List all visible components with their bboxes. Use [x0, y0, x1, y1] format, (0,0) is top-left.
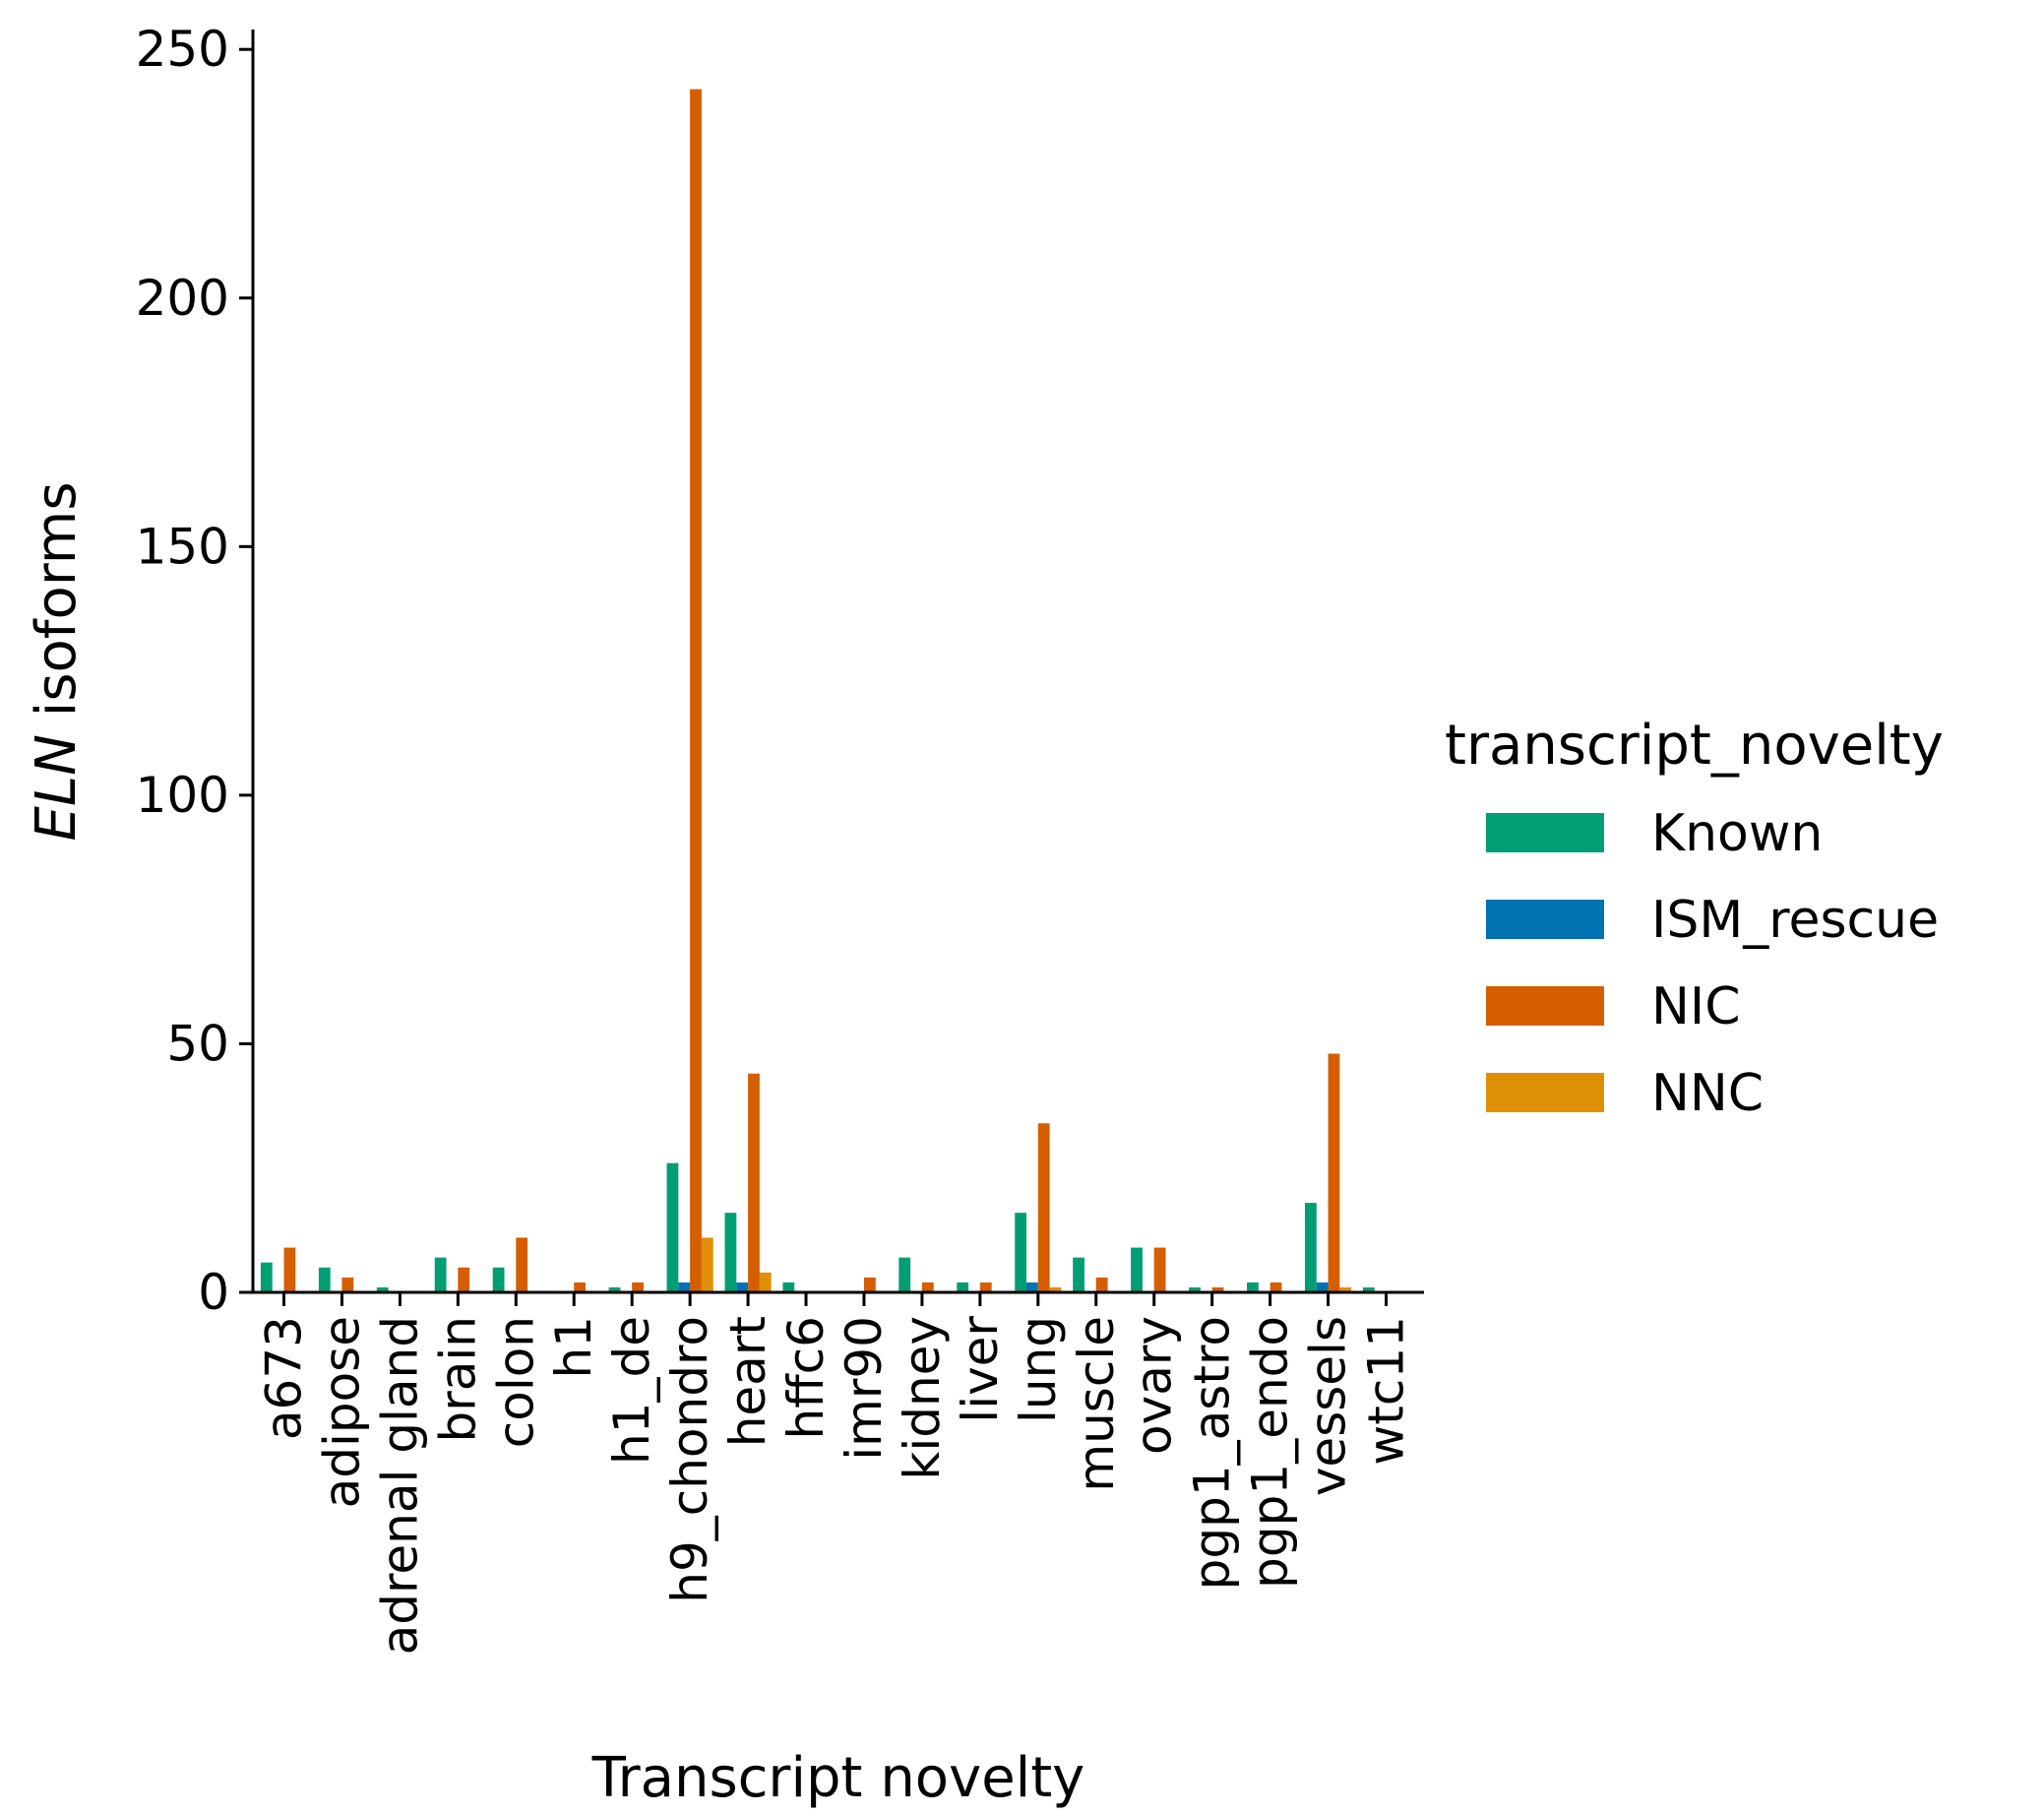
bar-Known-pgp1_endo: [1247, 1282, 1259, 1292]
x-tick-label-liver: liver: [952, 1316, 1009, 1423]
bar-NNC-heart: [759, 1272, 772, 1292]
bar-Known-h9_chondro: [666, 1162, 679, 1292]
x-tick-label-muscle: muscle: [1068, 1316, 1125, 1492]
y-tick-label: 0: [198, 1264, 229, 1321]
bar-NIC-h9_chondro: [690, 89, 702, 1293]
bar-NIC-adipose: [341, 1277, 354, 1292]
x-tick-label-pgp1_endo: pgp1_endo: [1242, 1316, 1299, 1589]
bar-NIC-ovary: [1153, 1247, 1166, 1292]
bar-ISM_rescue-heart: [736, 1282, 749, 1292]
x-tick-label-imr90: imr90: [836, 1316, 893, 1461]
bar-Known-adrenal gland: [376, 1286, 389, 1292]
x-axis: a673 adipose adrenal gland brain colon h1 h1_d…: [251, 1290, 1424, 1655]
x-tick-label-wtc11: wtc11: [1358, 1316, 1415, 1466]
bar-Known-brain: [434, 1257, 447, 1292]
bar-NIC-h1: [574, 1282, 587, 1292]
bar-NIC-h1_de: [632, 1282, 644, 1292]
bar-NNC-vessels: [1339, 1286, 1352, 1292]
bar-Known-vessels: [1304, 1203, 1317, 1292]
bar-Known-wtc11: [1362, 1286, 1375, 1292]
x-tick-label-h1_de: h1_de: [603, 1316, 660, 1465]
y-tick-label: 200: [136, 270, 229, 327]
x-axis-title: Transcript novelty: [591, 1746, 1085, 1810]
bar-NIC-pgp1_endo: [1270, 1282, 1282, 1292]
y-axis-title-rest: isoforms: [25, 481, 89, 734]
bar-Known-ovary: [1131, 1247, 1143, 1292]
bar-NIC-kidney: [921, 1282, 934, 1292]
bar-Known-lung: [1015, 1213, 1027, 1292]
bar-NIC-brain: [458, 1267, 470, 1292]
legend-swatch-Known: [1486, 813, 1604, 852]
bar-ISM_rescue-lung: [1026, 1282, 1038, 1292]
legend-swatch-ISM_rescue: [1486, 900, 1604, 939]
bar-Known-pgp1_astro: [1189, 1286, 1201, 1292]
bar-NIC-lung: [1037, 1123, 1050, 1292]
bar-NNC-h9_chondro: [701, 1237, 713, 1292]
y-tick-label: 250: [136, 21, 229, 78]
bar-NNC-lung: [1049, 1286, 1062, 1292]
legend-swatch-NIC: [1486, 986, 1604, 1026]
x-tick-label-adrenal gland: adrenal gland: [371, 1316, 428, 1655]
bar-NIC-pgp1_astro: [1211, 1286, 1224, 1292]
bar-NIC-vessels: [1328, 1053, 1340, 1292]
x-tick-label-pgp1_astro: pgp1_astro: [1184, 1316, 1241, 1590]
legend-swatch-NNC: [1486, 1073, 1604, 1112]
bar-Known-kidney: [898, 1257, 911, 1292]
bar-Known-heart: [724, 1213, 737, 1292]
x-tick-label-brain: brain: [429, 1316, 486, 1443]
x-tick-label-kidney: kidney: [894, 1316, 951, 1480]
bar-Known-colon: [492, 1267, 505, 1292]
legend: transcript_novelty Known ISM_rescue NIC NNC: [1445, 714, 1944, 1123]
bars-group: [260, 89, 1375, 1293]
y-axis: 0 50 100 150 200 250: [136, 21, 255, 1321]
bar-NIC-muscle: [1095, 1277, 1108, 1292]
bar-ISM_rescue-h9_chondro: [678, 1282, 691, 1292]
legend-label-NIC: NIC: [1651, 977, 1741, 1036]
x-tick-label-vessels: vessels: [1300, 1316, 1357, 1496]
bar-NIC-imr90: [863, 1277, 876, 1292]
legend-label-ISM_rescue: ISM_rescue: [1651, 891, 1939, 950]
x-tick-label-lung: lung: [1010, 1316, 1067, 1423]
x-tick-label-adipose: adipose: [313, 1316, 370, 1508]
bar-Known-hffc6: [782, 1282, 795, 1292]
x-tick-label-ovary: ovary: [1126, 1316, 1183, 1455]
y-axis-title: ELN isoforms: [25, 481, 89, 841]
x-tick-label-h9_chondro: h9_chondro: [661, 1316, 718, 1603]
bar-NIC-a673: [283, 1247, 296, 1292]
x-tick-label-h1: h1: [545, 1316, 602, 1379]
bar-Known-a673: [260, 1262, 273, 1292]
bar-ISM_rescue-vessels: [1316, 1282, 1329, 1292]
x-tick-label-hffc6: hffc6: [777, 1316, 835, 1439]
legend-label-Known: Known: [1651, 804, 1823, 863]
bar-NIC-colon: [516, 1237, 528, 1292]
legend-title: transcript_novelty: [1445, 714, 1944, 778]
x-tick-label-colon: colon: [487, 1316, 544, 1448]
bar-NIC-heart: [748, 1073, 760, 1292]
bar-Known-liver: [957, 1282, 969, 1292]
y-tick-label: 150: [136, 518, 229, 575]
bar-Known-muscle: [1073, 1257, 1084, 1292]
x-tick-label-a673: a673: [256, 1316, 313, 1440]
y-axis-title-italic: ELN: [25, 734, 89, 841]
bar-Known-adipose: [318, 1267, 331, 1292]
legend-label-NNC: NNC: [1651, 1064, 1764, 1123]
bar-NIC-liver: [979, 1282, 992, 1292]
x-tick-label-heart: heart: [719, 1316, 776, 1447]
bar-Known-h1_de: [608, 1286, 621, 1292]
y-tick-label: 100: [136, 767, 229, 824]
y-tick-label: 50: [166, 1015, 229, 1072]
